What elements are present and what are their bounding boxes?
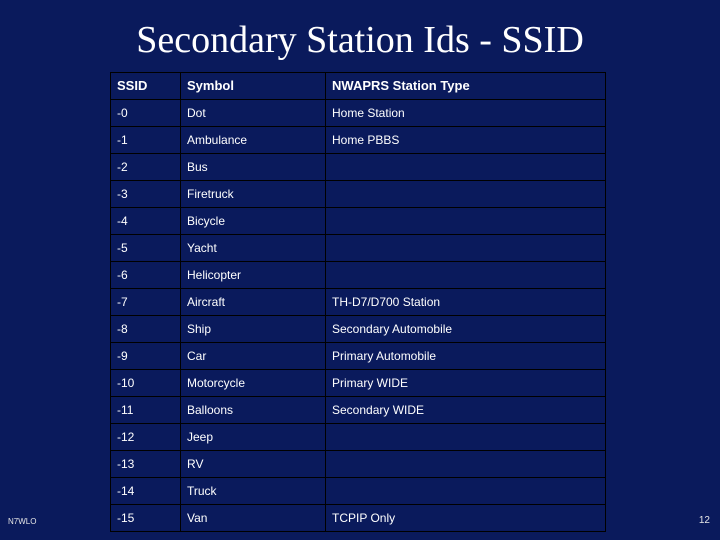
table-row: -1AmbulanceHome PBBS — [111, 127, 606, 154]
cell-ssid: -2 — [111, 154, 181, 181]
cell-ssid: -4 — [111, 208, 181, 235]
cell-ssid: -6 — [111, 262, 181, 289]
cell-symbol: Jeep — [181, 424, 326, 451]
cell-type — [326, 262, 606, 289]
cell-ssid: -7 — [111, 289, 181, 316]
table-row: -10MotorcyclePrimary WIDE — [111, 370, 606, 397]
cell-type — [326, 235, 606, 262]
cell-type — [326, 451, 606, 478]
table-row: -12Jeep — [111, 424, 606, 451]
table-row: -14Truck — [111, 478, 606, 505]
ssid-table: SSID Symbol NWAPRS Station Type -0DotHom… — [110, 72, 606, 532]
cell-ssid: -8 — [111, 316, 181, 343]
table-row: -9CarPrimary Automobile — [111, 343, 606, 370]
cell-ssid: -15 — [111, 505, 181, 532]
cell-type — [326, 424, 606, 451]
cell-type — [326, 181, 606, 208]
table-row: -2Bus — [111, 154, 606, 181]
cell-symbol: Helicopter — [181, 262, 326, 289]
page-number: 12 — [699, 515, 710, 526]
table-row: -3Firetruck — [111, 181, 606, 208]
table-row: -8ShipSecondary Automobile — [111, 316, 606, 343]
cell-type: Primary WIDE — [326, 370, 606, 397]
table-row: -4Bicycle — [111, 208, 606, 235]
cell-type: Home PBBS — [326, 127, 606, 154]
cell-symbol: Ambulance — [181, 127, 326, 154]
cell-ssid: -1 — [111, 127, 181, 154]
cell-ssid: -13 — [111, 451, 181, 478]
cell-symbol: Truck — [181, 478, 326, 505]
cell-ssid: -14 — [111, 478, 181, 505]
cell-ssid: -10 — [111, 370, 181, 397]
col-header-type: NWAPRS Station Type — [326, 73, 606, 100]
table-row: -7AircraftTH-D7/D700 Station — [111, 289, 606, 316]
cell-type: Primary Automobile — [326, 343, 606, 370]
cell-symbol: Aircraft — [181, 289, 326, 316]
cell-type: TCPIP Only — [326, 505, 606, 532]
table-row: -5Yacht — [111, 235, 606, 262]
cell-symbol: Firetruck — [181, 181, 326, 208]
cell-symbol: Motorcycle — [181, 370, 326, 397]
ssid-table-wrap: SSID Symbol NWAPRS Station Type -0DotHom… — [110, 72, 605, 532]
cell-symbol: Balloons — [181, 397, 326, 424]
table-row: -6Helicopter — [111, 262, 606, 289]
cell-type: Secondary WIDE — [326, 397, 606, 424]
cell-ssid: -11 — [111, 397, 181, 424]
cell-symbol: Ship — [181, 316, 326, 343]
cell-symbol: RV — [181, 451, 326, 478]
cell-ssid: -5 — [111, 235, 181, 262]
cell-symbol: Dot — [181, 100, 326, 127]
cell-ssid: -12 — [111, 424, 181, 451]
table-header-row: SSID Symbol NWAPRS Station Type — [111, 73, 606, 100]
cell-symbol: Bus — [181, 154, 326, 181]
cell-symbol: Van — [181, 505, 326, 532]
col-header-ssid: SSID — [111, 73, 181, 100]
cell-symbol: Car — [181, 343, 326, 370]
cell-ssid: -3 — [111, 181, 181, 208]
cell-ssid: -9 — [111, 343, 181, 370]
footer-callsign: N7WLO — [8, 517, 36, 526]
cell-type: Secondary Automobile — [326, 316, 606, 343]
table-row: -13RV — [111, 451, 606, 478]
cell-type — [326, 478, 606, 505]
table-row: -15VanTCPIP Only — [111, 505, 606, 532]
cell-type — [326, 208, 606, 235]
cell-type: TH-D7/D700 Station — [326, 289, 606, 316]
cell-type: Home Station — [326, 100, 606, 127]
slide: Secondary Station Ids - SSID SSID Symbol… — [0, 0, 720, 540]
col-header-symbol: Symbol — [181, 73, 326, 100]
table-row: -0DotHome Station — [111, 100, 606, 127]
cell-type — [326, 154, 606, 181]
cell-symbol: Bicycle — [181, 208, 326, 235]
table-row: -11BalloonsSecondary WIDE — [111, 397, 606, 424]
slide-title: Secondary Station Ids - SSID — [0, 0, 720, 62]
cell-ssid: -0 — [111, 100, 181, 127]
cell-symbol: Yacht — [181, 235, 326, 262]
